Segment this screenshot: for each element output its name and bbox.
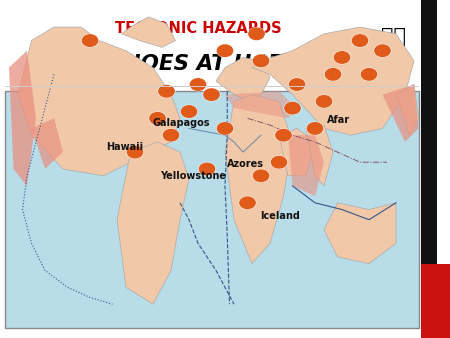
Circle shape <box>316 96 332 107</box>
Polygon shape <box>396 84 418 135</box>
Polygon shape <box>306 125 333 186</box>
Circle shape <box>289 79 305 90</box>
Polygon shape <box>18 27 180 176</box>
Polygon shape <box>279 128 315 176</box>
Circle shape <box>253 170 269 182</box>
Circle shape <box>352 35 368 46</box>
Circle shape <box>271 156 287 168</box>
Circle shape <box>181 106 197 117</box>
Circle shape <box>150 113 165 124</box>
Circle shape <box>204 89 219 100</box>
Polygon shape <box>216 57 270 101</box>
Text: Afar: Afar <box>327 115 350 125</box>
Circle shape <box>276 129 291 141</box>
Text: Iceland: Iceland <box>260 211 300 221</box>
Polygon shape <box>324 203 396 264</box>
Polygon shape <box>252 27 414 135</box>
Polygon shape <box>32 118 63 169</box>
Circle shape <box>375 45 390 56</box>
Polygon shape <box>225 95 292 264</box>
Circle shape <box>240 197 255 209</box>
Text: Hawaii: Hawaii <box>106 142 143 152</box>
Circle shape <box>361 69 377 80</box>
Text: Azores: Azores <box>227 159 264 169</box>
Circle shape <box>285 102 300 114</box>
Bar <box>0 0 421 91</box>
Text: Galapagos: Galapagos <box>152 118 210 128</box>
Text: VOLCANOES AT HOTSPOTS: VOLCANOES AT HOTSPOTS <box>41 54 364 74</box>
Polygon shape <box>122 17 176 47</box>
Circle shape <box>325 69 341 80</box>
Circle shape <box>199 163 215 175</box>
Circle shape <box>127 146 143 158</box>
Bar <box>421 0 436 264</box>
Circle shape <box>307 123 323 134</box>
Circle shape <box>334 52 350 63</box>
Bar <box>421 264 450 338</box>
Polygon shape <box>225 91 297 118</box>
Bar <box>4 86 418 87</box>
Circle shape <box>249 28 264 40</box>
Polygon shape <box>9 51 36 186</box>
Circle shape <box>163 129 179 141</box>
Circle shape <box>190 79 206 90</box>
Text: 🌍🔍: 🌍🔍 <box>381 27 406 47</box>
Circle shape <box>159 86 174 97</box>
Text: TECTONIC HAZARDS: TECTONIC HAZARDS <box>115 21 281 36</box>
Polygon shape <box>288 135 324 196</box>
Circle shape <box>253 55 269 67</box>
Circle shape <box>217 45 233 56</box>
Polygon shape <box>382 84 418 142</box>
Circle shape <box>82 35 98 46</box>
Circle shape <box>217 123 233 134</box>
Text: Yellowstone: Yellowstone <box>160 171 226 181</box>
Polygon shape <box>117 142 189 304</box>
Bar <box>4 91 418 328</box>
